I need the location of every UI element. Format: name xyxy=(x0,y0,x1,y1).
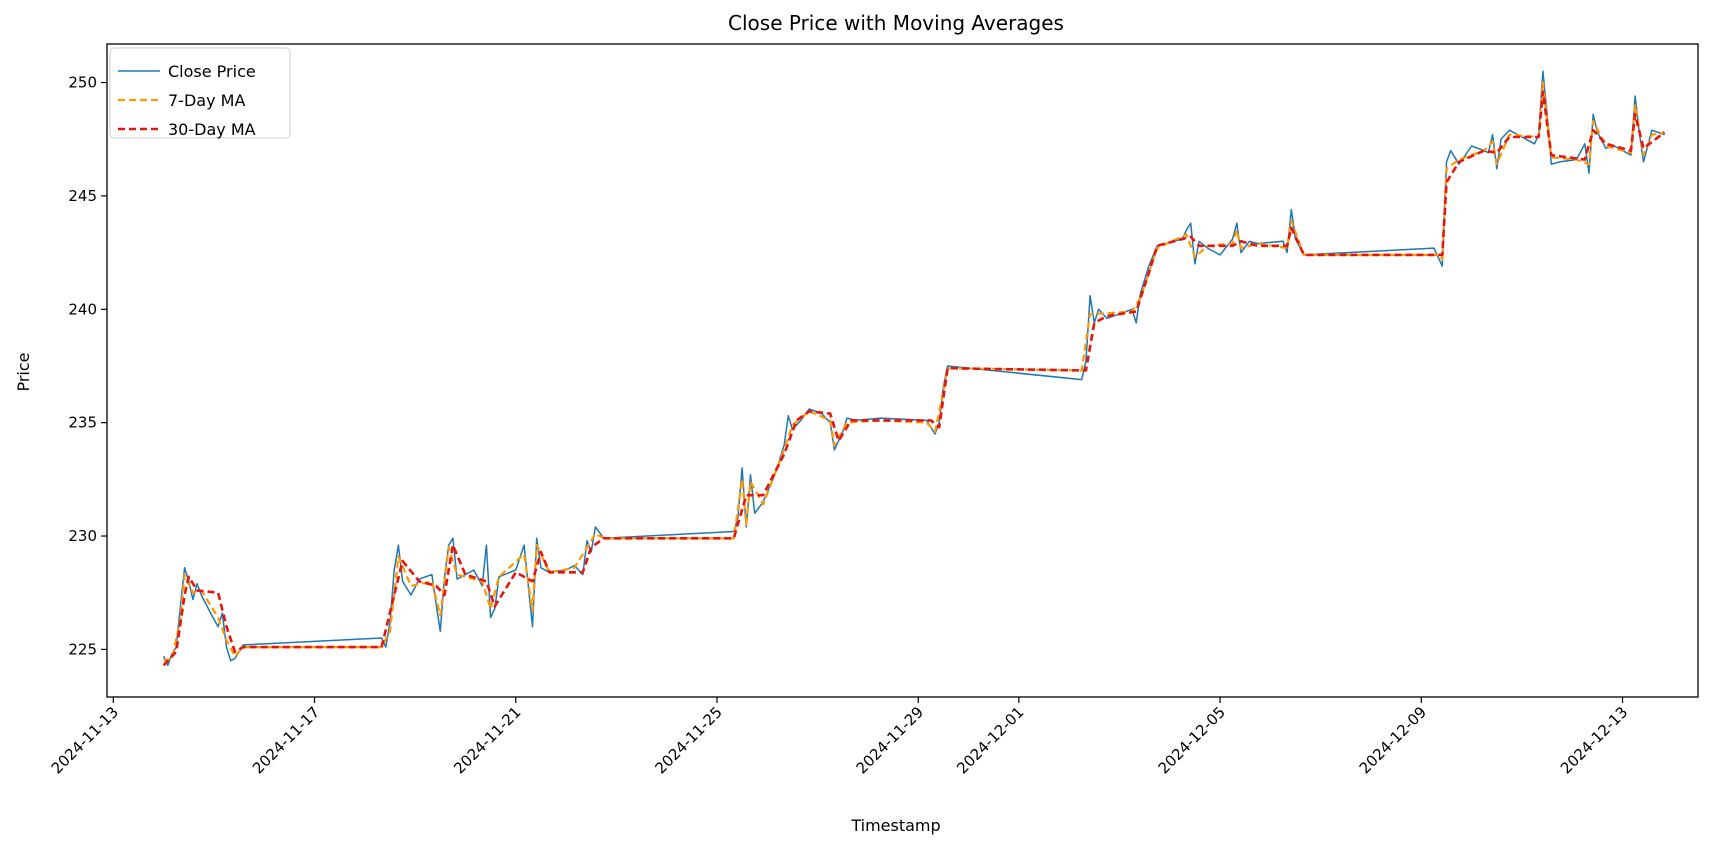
y-tick-label: 225 xyxy=(68,640,97,658)
series-line-30-day-ma xyxy=(162,90,1666,667)
legend: Close Price 7-Day MA 30-Day MA xyxy=(109,47,291,139)
series-line-close-price xyxy=(162,70,1665,667)
y-axis: 225 230 235 240 245 250 xyxy=(68,74,107,658)
y-tick-label: 230 xyxy=(68,527,97,545)
chart-title: Close Price with Moving Averages xyxy=(728,11,1064,35)
x-axis-title: Timestamp xyxy=(850,816,940,835)
series-layer xyxy=(162,70,1666,667)
y-axis-title: Price xyxy=(14,352,33,391)
legend-label: 30-Day MA xyxy=(168,120,256,139)
y-tick-label: 240 xyxy=(68,300,97,318)
y-tick-label: 250 xyxy=(68,74,97,92)
y-tick-label: 235 xyxy=(68,414,97,432)
y-tick-label: 245 xyxy=(68,187,97,205)
legend-label: Close Price xyxy=(168,62,256,81)
legend-label: 7-Day MA xyxy=(168,91,245,110)
series-line-7-day-ma xyxy=(163,81,1665,662)
plot-area-frame xyxy=(106,43,1699,698)
